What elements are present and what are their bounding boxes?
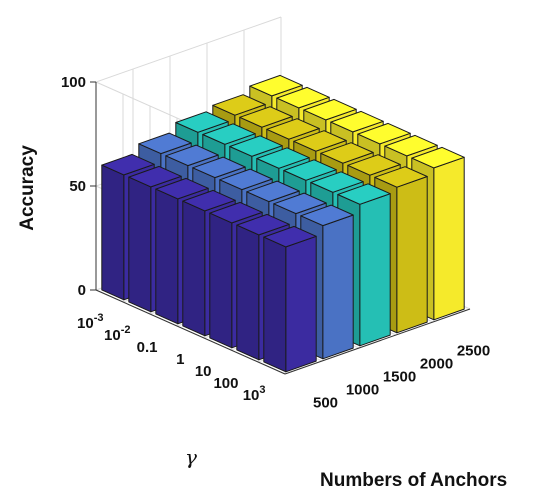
gamma-tick-label: 0.1 bbox=[137, 339, 158, 356]
bar-front-face bbox=[433, 156, 465, 321]
bar-top-face bbox=[276, 86, 330, 109]
bar bbox=[263, 225, 317, 373]
bar-front-face bbox=[396, 176, 428, 334]
bar-top-face bbox=[202, 123, 256, 145]
bar-top-face bbox=[229, 135, 283, 157]
label-layer: Accuracy Numbers of Anchors γ 0 50 100 10-3… bbox=[17, 74, 507, 491]
anchor-tick-label: 500 bbox=[313, 395, 338, 412]
gamma-tick-label: 103 bbox=[243, 384, 266, 404]
bar-top-face bbox=[175, 111, 229, 133]
bar-top-face bbox=[384, 134, 438, 157]
bar-top-face bbox=[411, 146, 465, 169]
bar-front-face bbox=[322, 214, 354, 360]
anchor-tick-label: 2000 bbox=[420, 356, 453, 373]
bar-top-face bbox=[374, 166, 428, 188]
bar-top-face bbox=[192, 156, 246, 179]
bar-top-face bbox=[236, 213, 290, 236]
y-axis-title: γ bbox=[185, 445, 197, 469]
bar-top-face bbox=[155, 177, 209, 200]
bar-top-face bbox=[300, 204, 354, 227]
z-axis-title: Accuracy bbox=[17, 145, 38, 231]
bar-top-face bbox=[263, 225, 317, 248]
bar-top-face bbox=[165, 144, 219, 167]
bar-top-face bbox=[293, 130, 347, 152]
bar-top-face bbox=[347, 154, 401, 176]
gamma-tick-label: 10 bbox=[195, 363, 212, 380]
gamma-tick-label: 1 bbox=[176, 351, 184, 368]
bar-side-face bbox=[101, 164, 125, 301]
z-tick-label: 50 bbox=[69, 178, 86, 195]
bar-top-face bbox=[246, 180, 300, 203]
bar-top-face bbox=[273, 192, 327, 215]
gamma-axis-line bbox=[95, 289, 286, 375]
x-axis-title: Numbers of Anchors bbox=[320, 470, 507, 490]
bar-top-face bbox=[219, 168, 273, 191]
bar-top-face bbox=[283, 159, 337, 181]
anchor-tick-label: 1500 bbox=[383, 369, 416, 386]
anchor-tick-label: 2500 bbox=[457, 343, 490, 360]
bar-side-face bbox=[128, 176, 152, 313]
bar-top-face bbox=[209, 201, 263, 224]
bar-top-face bbox=[357, 122, 411, 145]
gamma-tick-label: 10-2 bbox=[104, 324, 130, 344]
bar-front-face bbox=[285, 235, 317, 373]
bar-top-face bbox=[212, 94, 266, 116]
anchor-axis-line bbox=[284, 308, 471, 375]
bar-side-face bbox=[155, 188, 179, 325]
gamma-tick-label: 100 bbox=[213, 375, 238, 392]
bar-layer bbox=[101, 74, 465, 373]
bar-front-face bbox=[359, 193, 391, 347]
bar-top-face bbox=[310, 171, 364, 193]
bar-side-face bbox=[182, 200, 206, 337]
bar-top-face bbox=[303, 98, 357, 121]
bar-top-face bbox=[101, 153, 155, 176]
bar-top-face bbox=[138, 132, 192, 155]
gamma-tick-label: 10-3 bbox=[77, 312, 103, 332]
bar-top-face bbox=[266, 118, 320, 140]
bar-top-face bbox=[320, 142, 374, 164]
z-tick-label: 0 bbox=[78, 282, 86, 299]
bar-side-face bbox=[263, 236, 287, 373]
bar-side-face bbox=[209, 212, 233, 349]
axis-layer bbox=[90, 81, 471, 375]
bar-top-face bbox=[249, 74, 303, 97]
bar-top-face bbox=[330, 110, 384, 133]
bar-top-face bbox=[239, 106, 293, 128]
bar-top-face bbox=[337, 183, 391, 205]
bar-side-face bbox=[236, 224, 260, 361]
bar-top-face bbox=[128, 165, 182, 188]
z-tick-label: 100 bbox=[61, 74, 86, 91]
anchor-tick-label: 1000 bbox=[346, 382, 379, 399]
bar-top-face bbox=[256, 147, 310, 169]
bar-top-face bbox=[182, 189, 236, 212]
